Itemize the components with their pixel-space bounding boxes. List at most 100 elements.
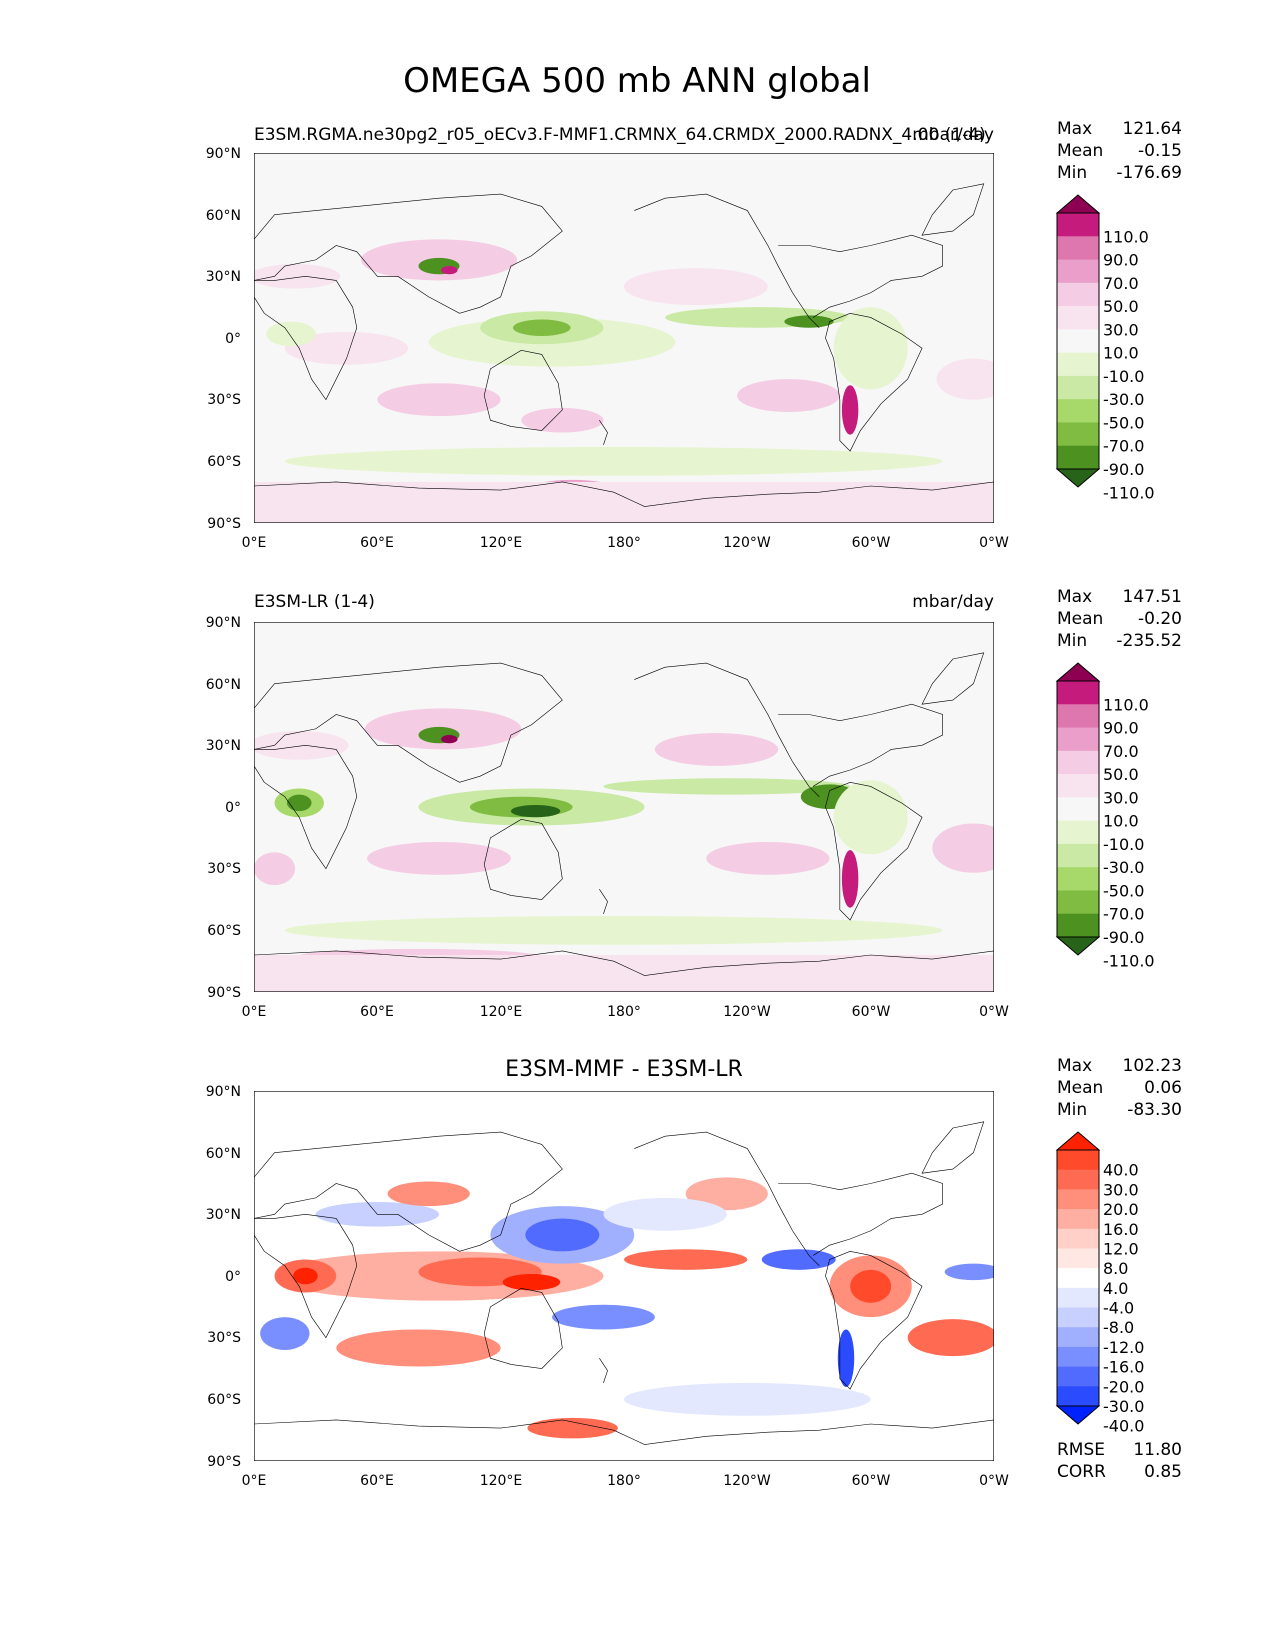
- colorbar-tick-label: 20.0: [1103, 1200, 1139, 1219]
- panel-reference-yticks: 90°N 60°N 30°N 0° 30°S 60°S 90°S: [206, 615, 241, 1001]
- stat-label-min: Min: [1057, 631, 1087, 651]
- field-anomaly: [761, 1249, 836, 1270]
- colorbar-segment: [1057, 352, 1099, 377]
- ytick-label: 30°S: [207, 1330, 241, 1346]
- stat-value-min: -235.52: [1116, 631, 1182, 651]
- colorbar-segment: [1057, 1386, 1099, 1407]
- field-anomaly: [521, 407, 604, 433]
- colorbar-tick-label: 70.0: [1103, 274, 1139, 293]
- coastline: [825, 1251, 923, 1390]
- field-anomaly: [441, 735, 458, 744]
- coastline: [483, 350, 563, 431]
- colorbar-tick-label: 110.0: [1103, 227, 1149, 246]
- ytick-label: 90°N: [206, 146, 241, 162]
- colorbar-tick-label: 10.0: [1103, 812, 1139, 831]
- coastline: [778, 1172, 943, 1256]
- coastline: [921, 1121, 985, 1174]
- field-anomaly: [850, 1269, 892, 1303]
- field-anomaly: [377, 383, 501, 417]
- xtick-label: 60°E: [360, 1473, 394, 1489]
- stat-label-mean: Mean: [1057, 1078, 1103, 1098]
- coastline: [254, 950, 994, 976]
- field-anomaly: [833, 307, 908, 390]
- colorbar-frame: [1056, 680, 1100, 938]
- field-anomaly: [654, 733, 779, 766]
- field-anomaly: [510, 804, 561, 818]
- coastline: [634, 193, 820, 328]
- coastline: [254, 1214, 358, 1339]
- stat-label-max: Max: [1057, 587, 1092, 607]
- coastline: [483, 1288, 563, 1369]
- colorbar-tick-label: 110.0: [1103, 695, 1149, 714]
- metric-label-rmse: RMSE: [1057, 1440, 1105, 1460]
- field-anomaly: [502, 1273, 561, 1291]
- coastlines: [254, 1121, 994, 1445]
- ytick-label: 60°S: [207, 923, 241, 939]
- ytick-label: 90°S: [207, 516, 241, 532]
- colorbar-segment: [1057, 820, 1099, 845]
- xtick-label: 180°: [607, 1473, 641, 1489]
- panel-reference: E3SM-LR (1-4) mbar/day: [206, 587, 1182, 1020]
- colorbar-segment: [1057, 867, 1099, 891]
- colorbar-segment: [1057, 306, 1099, 330]
- xtick-label: 60°E: [360, 1004, 394, 1020]
- colorbar-segment: [1057, 236, 1099, 261]
- xtick-label: 120°E: [480, 535, 523, 551]
- xtick-label: 120°W: [723, 535, 771, 551]
- colorbar-tick-label: -30.0: [1103, 390, 1144, 409]
- xtick-label: 0°W: [979, 1004, 1009, 1020]
- ytick-label: 0°: [225, 800, 241, 816]
- colorbar-tick-label: -12.0: [1103, 1338, 1144, 1357]
- colorbar-tick-label: 90.0: [1103, 251, 1139, 270]
- panel-test: E3SM.RGMA.ne30pg2_r05_oECv3.F-MMF1.CRMNX…: [206, 119, 1182, 551]
- colorbar-tick-label: 4.0: [1103, 1279, 1128, 1298]
- colorbar-segment: [1057, 1268, 1099, 1289]
- colorbar-segment: [1057, 1150, 1099, 1171]
- colorbar-tick-label: 40.0: [1103, 1161, 1139, 1180]
- colorbar-segment: [1057, 774, 1099, 798]
- coastline: [778, 234, 943, 318]
- stat-value-min: -176.69: [1116, 163, 1182, 183]
- colorbar-tick-label: -70.0: [1103, 905, 1144, 924]
- coastline: [599, 420, 608, 445]
- stat-label-mean: Mean: [1057, 141, 1103, 161]
- panel-reference-title-left: E3SM-LR (1-4): [254, 592, 375, 612]
- coastline: [921, 652, 985, 705]
- stat-value-max: 121.64: [1123, 119, 1182, 139]
- colorbar-segment: [1057, 1228, 1099, 1249]
- ytick-label: 60°N: [206, 677, 241, 693]
- ytick-label: 90°S: [207, 985, 241, 1001]
- field-anomaly: [254, 852, 296, 886]
- colorbar-segment: [1057, 445, 1099, 470]
- field-anomaly: [527, 1417, 618, 1439]
- coastline: [483, 819, 563, 900]
- xtick-label: 180°: [607, 535, 641, 551]
- panel-reference-title-right: mbar/day: [912, 592, 994, 612]
- ytick-label: 60°N: [206, 208, 241, 224]
- coastline: [599, 889, 608, 914]
- field-anomaly: [284, 915, 943, 945]
- figure-title: OMEGA 500 mb ANN global: [403, 61, 871, 101]
- field-anomaly: [336, 1329, 501, 1367]
- stat-label-min: Min: [1057, 1100, 1087, 1120]
- colorbar-segment: [1057, 704, 1099, 729]
- colorbar-segment: [1057, 1307, 1099, 1328]
- colorbar-tick-label: -30.0: [1103, 858, 1144, 877]
- xtick-label: 0°E: [242, 1473, 267, 1489]
- colorbar-segment: [1057, 282, 1099, 307]
- ytick-label: 90°S: [207, 1454, 241, 1470]
- xtick-label: 120°W: [723, 1004, 771, 1020]
- field-anomaly: [266, 321, 316, 347]
- colorbar-extend-top: [1055, 194, 1101, 214]
- colorbar-tick-label: -40.0: [1103, 1417, 1144, 1436]
- colorbar-tick-label: 50.0: [1103, 765, 1139, 784]
- colorbar-frame: [1056, 1149, 1100, 1407]
- colorbar-segment: [1057, 1169, 1099, 1190]
- map-frame: [254, 622, 994, 992]
- panel-difference-metrics: RMSE 11.80 CORR 0.85: [1057, 1440, 1182, 1482]
- field-anomaly: [932, 823, 994, 873]
- ytick-label: 30°N: [206, 1207, 241, 1223]
- coastline: [254, 193, 563, 314]
- stat-label-min: Min: [1057, 163, 1087, 183]
